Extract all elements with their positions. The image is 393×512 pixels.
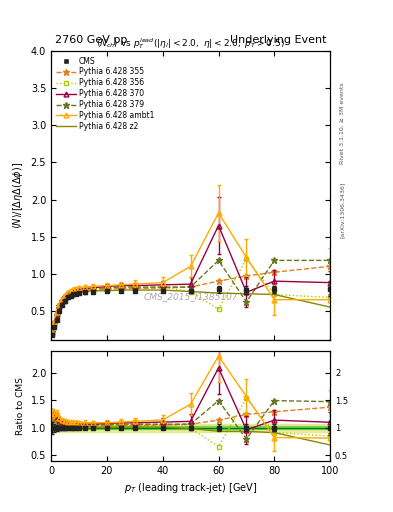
X-axis label: $p_T$ (leading track-jet) [GeV]: $p_T$ (leading track-jet) [GeV] [124, 481, 257, 495]
Y-axis label: Ratio to CMS: Ratio to CMS [16, 377, 25, 435]
Text: Rivet 3.1.10, ≥ 3M events: Rivet 3.1.10, ≥ 3M events [340, 83, 344, 164]
Bar [51, 424, 330, 432]
Title: $\langle N_{ch}\rangle$ vs $p_T^{lead}(|\eta_l|<2.0,\ \eta|<2.0,\ p_T>0.5)$: $\langle N_{ch}\rangle$ vs $p_T^{lead}(|… [96, 36, 285, 51]
Text: 2760 GeV pp: 2760 GeV pp [55, 35, 127, 45]
Bar [51, 426, 330, 430]
Text: [arXiv:1306.3436]: [arXiv:1306.3436] [340, 182, 344, 239]
Text: Underlying Event: Underlying Event [230, 35, 326, 45]
Text: CMS_2015_I1385107: CMS_2015_I1385107 [143, 292, 238, 302]
Y-axis label: $\langle N \rangle / [\Delta\eta\Delta(\Delta\phi)]$: $\langle N \rangle / [\Delta\eta\Delta(\… [11, 162, 25, 229]
Legend: CMS, Pythia 6.428 355, Pythia 6.428 356, Pythia 6.428 370, Pythia 6.428 379, Pyt: CMS, Pythia 6.428 355, Pythia 6.428 356,… [55, 55, 156, 133]
